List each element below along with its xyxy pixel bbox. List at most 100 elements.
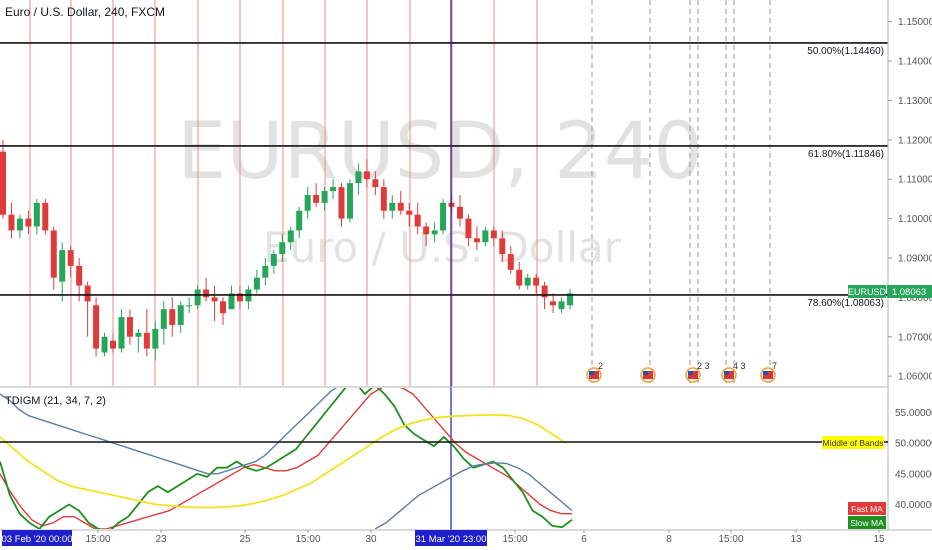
price-tick-label: 1.09000 <box>898 253 932 264</box>
candle-body <box>186 305 193 307</box>
candle <box>346 179 353 223</box>
time-tick-label: 15:00 <box>502 534 527 545</box>
fib-level-label: 78.60%(1.08063) <box>807 298 884 309</box>
candle-body <box>296 210 303 231</box>
candle <box>490 226 497 247</box>
candle <box>220 297 227 325</box>
candle <box>33 198 40 235</box>
candle-body <box>372 179 379 188</box>
indicator-series-line <box>0 388 338 475</box>
candle-body <box>313 194 320 203</box>
indicator-series-line <box>0 388 573 529</box>
slow-ma-tag-label: Slow MA <box>850 518 884 528</box>
candle-body <box>490 230 497 239</box>
candle <box>76 257 83 302</box>
symbol-badge-label: EURUSD <box>848 287 887 297</box>
candle-body <box>524 277 531 286</box>
event-flag-icon[interactable]: 7 <box>760 361 777 383</box>
candle-body <box>431 230 438 235</box>
candle <box>321 187 328 211</box>
candle <box>550 293 557 314</box>
candle-body <box>228 293 235 310</box>
candle-body <box>321 191 328 203</box>
candle-body <box>194 289 201 306</box>
economic-events[interactable]: 2 2 3 4 3 7 <box>586 361 777 383</box>
time-tick-label: 23 <box>155 534 167 545</box>
fibonacci-levels[interactable]: 50.00%(1.14460) 61.80%(1.11846) 78.60%(1.0… <box>0 42 888 309</box>
candle <box>516 261 523 290</box>
candle <box>330 179 337 199</box>
candle-body <box>16 218 23 231</box>
fib-level-label: 50.00%(1.14460) <box>807 46 884 57</box>
price-badge-value: 1.08063 <box>892 287 926 298</box>
candle-body <box>558 301 565 310</box>
candle-body <box>253 277 260 290</box>
candle <box>431 222 438 243</box>
candle <box>313 183 320 207</box>
candle <box>118 309 125 353</box>
candle <box>211 285 218 322</box>
candle <box>304 187 311 219</box>
candle-body <box>363 171 370 180</box>
candle <box>567 289 573 310</box>
chart-title: Euro / U.S. Dollar, 240, FXCM <box>5 5 165 19</box>
candle <box>465 214 472 247</box>
candle-body <box>516 269 523 286</box>
candle-body <box>76 265 83 286</box>
event-flag-icon[interactable] <box>640 367 656 383</box>
event-flag-icon[interactable]: 4 3 <box>721 361 746 383</box>
candle <box>524 273 531 290</box>
candle-body <box>50 230 57 278</box>
event-count: 4 3 <box>733 361 746 371</box>
candle-body <box>42 202 49 231</box>
candles <box>0 139 573 361</box>
candle-body <box>567 293 573 306</box>
indicator-series-line <box>0 414 567 509</box>
candle <box>363 159 370 188</box>
candle-body <box>203 289 210 298</box>
candle <box>8 202 15 239</box>
candle-body <box>101 336 108 353</box>
candle <box>473 226 480 251</box>
event-flag-icon[interactable]: 2 3 <box>685 361 710 383</box>
candle <box>203 277 210 302</box>
candle <box>110 332 117 353</box>
candle <box>152 321 159 361</box>
candle-body <box>304 194 311 211</box>
candle-body <box>67 250 74 266</box>
candle-body <box>236 293 243 302</box>
candle-body <box>330 187 337 192</box>
price-axis[interactable]: 1.15000 1.14000 1.13000 1.12000 1.11000 1.100… <box>888 17 932 383</box>
candle <box>228 285 235 310</box>
event-flag-icon[interactable]: 2 <box>586 361 603 383</box>
indicator-pane[interactable] <box>0 382 573 532</box>
candle-body <box>346 183 353 219</box>
candle-body <box>0 151 6 215</box>
time-tick-label: 13 <box>790 534 802 545</box>
price-tick-label: 1.06000 <box>898 372 932 383</box>
price-tick-label: 1.07000 <box>898 332 932 343</box>
candle <box>423 222 430 247</box>
candle-body <box>270 254 277 266</box>
price-tick-label: 1.12000 <box>898 135 932 146</box>
candle-body <box>550 301 557 306</box>
candle <box>262 257 269 286</box>
candle-body <box>160 309 167 329</box>
candle-body <box>482 230 489 243</box>
future-dashed-lines <box>591 0 771 386</box>
candle-body <box>135 332 142 337</box>
candle-body <box>93 305 100 349</box>
time-axis[interactable]: 15:00 23 25 15:00 30 15:00 6 8 15:00 13 15 <box>85 530 885 545</box>
candle <box>533 273 540 294</box>
candle-body <box>118 317 125 349</box>
price-tick-label: 1.13000 <box>898 96 932 107</box>
indicator-axis[interactable]: 55.00000 50.00000 45.00000 40.00000 <box>895 408 932 511</box>
symbol-badge <box>848 285 886 298</box>
candle-body <box>389 202 396 211</box>
price-badge <box>887 285 932 298</box>
candle-body <box>397 202 404 211</box>
candle <box>169 297 176 337</box>
candle-body <box>220 301 227 314</box>
candle-body <box>473 238 480 243</box>
